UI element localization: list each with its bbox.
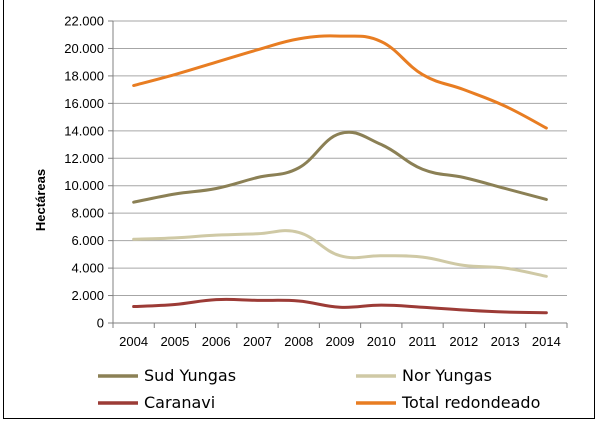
chart-frame [3, 0, 595, 419]
legend-label-nor-yungas: Nor Yungas [402, 366, 492, 385]
y-tick-label: 14.000 [64, 123, 104, 138]
y-tick-label: 0 [97, 316, 104, 331]
legend-label-total-redondeado: Total redondeado [401, 393, 540, 412]
x-tick-label: 2004 [119, 334, 148, 349]
legend-label-sud-yungas: Sud Yungas [144, 366, 236, 385]
y-axis-label: Hectáreas [33, 169, 48, 231]
x-tick-label: 2013 [491, 334, 520, 349]
series-line-nor-yungas [132, 229, 548, 278]
y-tick-label: 20.000 [64, 41, 104, 56]
x-tick-label: 2008 [284, 334, 313, 349]
series-line-total-redondeado [132, 34, 548, 130]
y-tick-label: 18.000 [64, 68, 104, 83]
y-tick-label: 16.000 [64, 96, 104, 111]
legend-label-caranavi: Caranavi [144, 393, 215, 412]
axes [112, 21, 568, 328]
x-tick-labels: 2004 2005 2006 2007 2008 2009 2010 2011 2012 2013… [119, 334, 561, 349]
x-tick-label: 2014 [532, 334, 561, 349]
x-tick-label: 2007 [243, 334, 272, 349]
x-tick-label: 2010 [367, 334, 396, 349]
x-tick-label: 2005 [160, 334, 189, 349]
x-tick-label: 2009 [326, 334, 355, 349]
series-lines [132, 34, 548, 315]
y-tick-label: 10.000 [64, 178, 104, 193]
x-tick-label: 2011 [409, 334, 437, 349]
y-tick-label: 4.000 [71, 261, 104, 276]
series-line-caranavi [132, 297, 548, 315]
legend: Sud Yungas Nor Yungas Caranavi Total redond… [98, 366, 540, 412]
y-tick-label: 22.000 [64, 14, 104, 29]
y-tick-label: 2.000 [71, 288, 104, 303]
y-tick-label: 6.000 [71, 233, 104, 248]
y-tick-label: 8.000 [71, 206, 104, 221]
gridlines [108, 20, 567, 324]
x-tick-label: 2012 [449, 334, 478, 349]
series-line-sud-yungas [132, 130, 548, 204]
x-tick-label: 2006 [202, 334, 231, 349]
y-tick-label: 12.000 [64, 151, 104, 166]
y-tick-labels: 0 2.000 4.000 6.000 8.000 10.000 12.000 14.000 1… [64, 14, 104, 331]
